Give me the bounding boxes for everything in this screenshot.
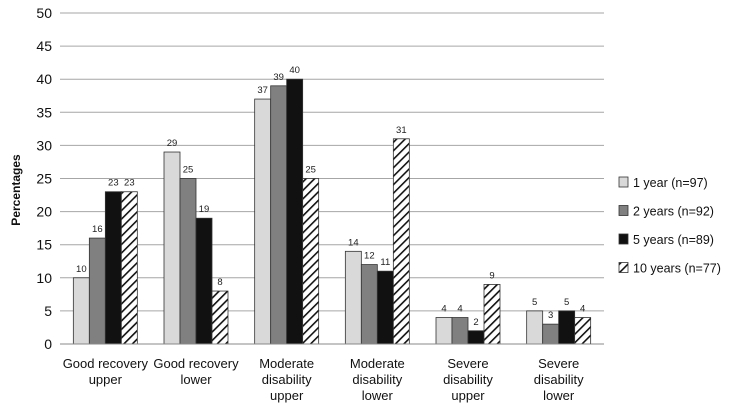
bar bbox=[104, 191, 122, 345]
bar bbox=[574, 317, 592, 345]
bar-value-label: 39 bbox=[273, 72, 284, 83]
bar bbox=[526, 310, 544, 345]
bar bbox=[451, 317, 469, 345]
y-tick-label: 0 bbox=[44, 336, 52, 352]
bar bbox=[376, 270, 394, 345]
bar-value-label: 3 bbox=[548, 310, 553, 321]
bar-value-label: 29 bbox=[167, 138, 178, 149]
category-label: upper bbox=[451, 388, 485, 403]
category-label: Severe bbox=[447, 356, 488, 371]
category-label: upper bbox=[89, 372, 123, 387]
bar bbox=[72, 277, 90, 345]
legend-swatch bbox=[618, 205, 629, 216]
bar-value-label: 16 bbox=[92, 224, 103, 235]
bar bbox=[286, 78, 304, 345]
category-label: Moderate bbox=[350, 356, 405, 371]
bar-value-label: 23 bbox=[108, 178, 119, 189]
legend-label: 10 years (n=77) bbox=[633, 262, 721, 276]
bar bbox=[483, 284, 501, 345]
bar-value-label: 4 bbox=[580, 304, 585, 315]
bar-value-label: 19 bbox=[199, 204, 210, 215]
category-label: Good recovery bbox=[153, 356, 239, 371]
bar-value-label: 5 bbox=[564, 297, 569, 308]
y-tick-label: 15 bbox=[36, 237, 52, 253]
category-label: Severe bbox=[538, 356, 579, 371]
category-label: disability bbox=[534, 372, 584, 387]
bar-value-label: 11 bbox=[380, 257, 390, 268]
gridlines bbox=[60, 12, 604, 345]
bar bbox=[195, 217, 213, 345]
bar-value-label: 37 bbox=[257, 85, 268, 96]
bar-value-label: 8 bbox=[217, 277, 222, 288]
y-tick-label: 20 bbox=[36, 204, 52, 220]
legend-swatch bbox=[618, 233, 629, 245]
bar-value-label: 25 bbox=[183, 165, 194, 176]
bar bbox=[270, 85, 288, 345]
bar bbox=[392, 138, 410, 345]
category-label: Good recovery bbox=[63, 356, 149, 371]
legend-label: 5 years (n=89) bbox=[633, 233, 714, 247]
y-tick-label: 45 bbox=[36, 38, 52, 54]
y-tick-label: 10 bbox=[36, 270, 52, 286]
bar bbox=[435, 317, 453, 345]
bar-value-label: 12 bbox=[364, 251, 375, 262]
category-label: disability bbox=[262, 372, 312, 387]
y-tick-label: 5 bbox=[44, 303, 52, 319]
bar-value-label: 5 bbox=[532, 297, 537, 308]
category-label: lower bbox=[543, 388, 575, 403]
bar-value-label: 40 bbox=[289, 65, 300, 76]
legend-label: 1 year (n=97) bbox=[633, 176, 708, 190]
y-tick-label: 40 bbox=[36, 71, 52, 87]
bar-value-label: 2 bbox=[473, 317, 478, 328]
bar bbox=[360, 264, 378, 345]
bar bbox=[302, 178, 320, 345]
legend: 1 year (n=97) 2 years (n=92) 5 years (n=89… bbox=[618, 176, 721, 276]
bar bbox=[120, 191, 138, 345]
bar bbox=[163, 151, 181, 345]
bar bbox=[344, 250, 362, 345]
category-label: lower bbox=[180, 372, 212, 387]
legend-swatch bbox=[618, 262, 629, 273]
bar-value-label: 14 bbox=[348, 237, 359, 248]
category-label: disability bbox=[352, 372, 402, 387]
y-axis-title: Percentages bbox=[9, 154, 23, 226]
bar-value-label: 4 bbox=[441, 304, 446, 315]
y-tick-label: 30 bbox=[36, 137, 52, 153]
bar bbox=[254, 98, 272, 345]
bar-value-label: 25 bbox=[305, 165, 316, 176]
y-tick-label: 50 bbox=[36, 5, 52, 21]
bar bbox=[542, 323, 560, 345]
y-tick-label: 35 bbox=[36, 104, 52, 120]
legend-swatch bbox=[618, 176, 629, 188]
y-axis-ticks: 0 5 10 15 20 25 30 35 40 45 50 bbox=[36, 5, 52, 352]
bar-value-label: 10 bbox=[76, 264, 87, 275]
bar bbox=[467, 330, 485, 345]
category-label: Moderate bbox=[259, 356, 314, 371]
bar-value-label: 9 bbox=[489, 270, 494, 281]
bar-value-label: 23 bbox=[124, 178, 135, 189]
bar-value-label: 31 bbox=[396, 125, 407, 136]
category-label: disability bbox=[443, 372, 493, 387]
bar bbox=[179, 178, 197, 345]
bar bbox=[211, 290, 229, 345]
y-tick-label: 25 bbox=[36, 171, 52, 187]
bar bbox=[88, 237, 106, 345]
legend-label: 2 years (n=92) bbox=[633, 205, 714, 219]
bar-value-label: 4 bbox=[457, 304, 462, 315]
category-label: lower bbox=[362, 388, 394, 403]
bar bbox=[558, 310, 576, 345]
category-label: upper bbox=[270, 388, 304, 403]
